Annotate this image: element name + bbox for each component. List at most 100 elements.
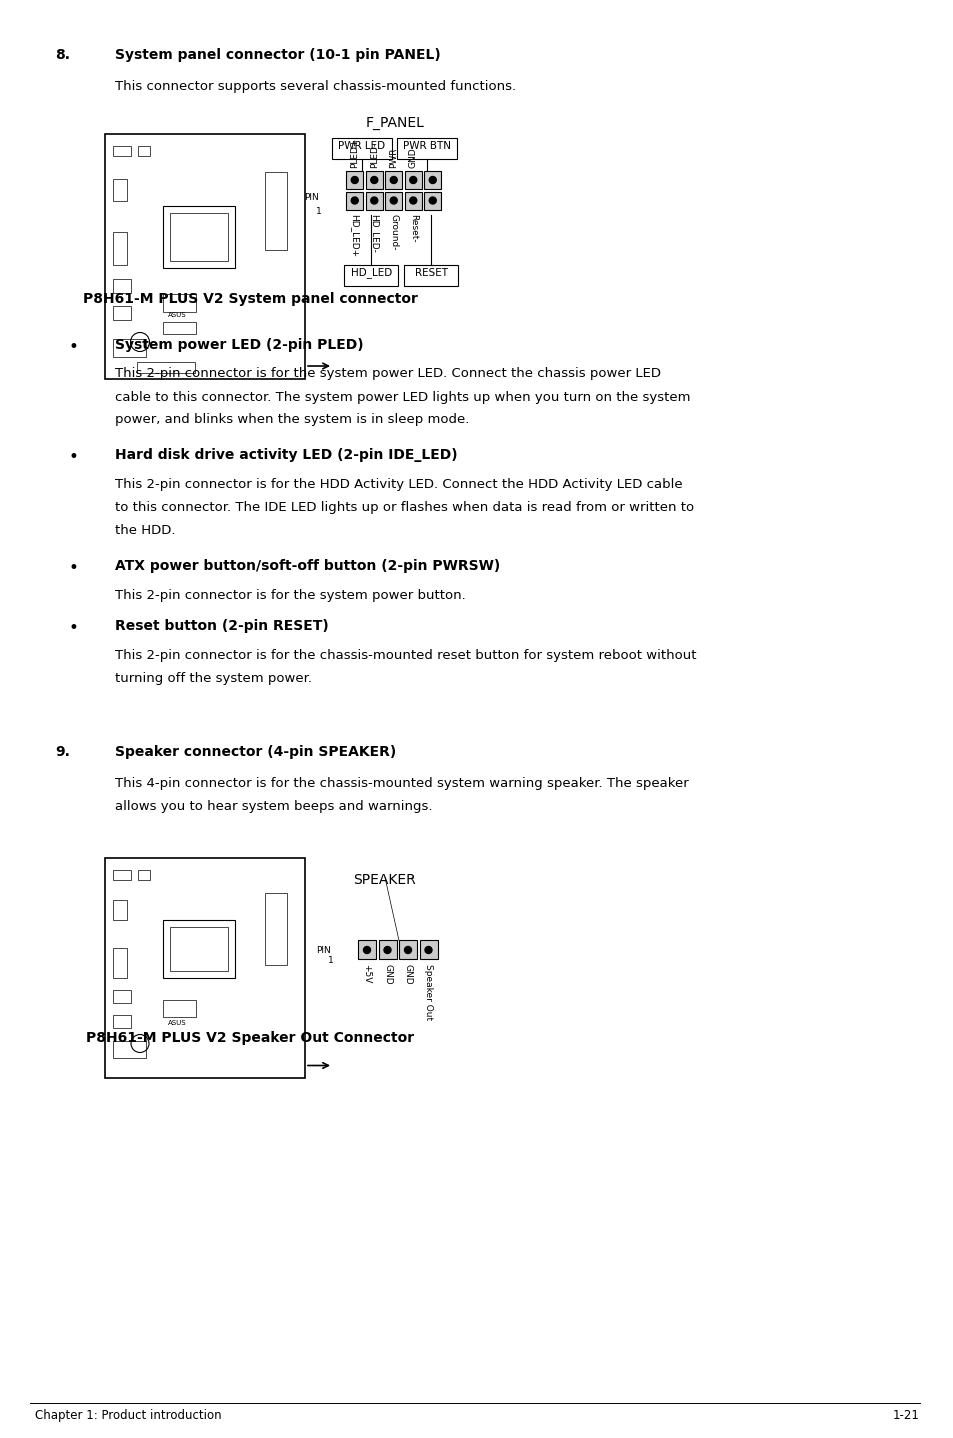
Text: HD_LED+: HD_LED+ bbox=[350, 214, 359, 257]
Text: PIN: PIN bbox=[315, 946, 331, 955]
Bar bbox=[112, 147, 131, 155]
Circle shape bbox=[371, 197, 377, 204]
Text: ASUS: ASUS bbox=[168, 312, 186, 318]
Bar bbox=[112, 1041, 146, 1058]
Text: to this connector. The IDE LED lights up or flashes when data is read from or wr: to this connector. The IDE LED lights up… bbox=[115, 502, 694, 515]
Bar bbox=[112, 306, 131, 321]
Bar bbox=[385, 191, 402, 210]
Text: Reset-: Reset- bbox=[408, 214, 417, 243]
Bar bbox=[404, 171, 421, 188]
Circle shape bbox=[429, 177, 436, 184]
Bar bbox=[105, 134, 305, 380]
Bar bbox=[170, 213, 228, 262]
Text: GND: GND bbox=[403, 965, 412, 985]
Bar bbox=[344, 265, 397, 286]
Bar bbox=[105, 858, 305, 1078]
Bar bbox=[163, 322, 195, 334]
Bar bbox=[346, 191, 363, 210]
Text: allows you to hear system beeps and warnings.: allows you to hear system beeps and warn… bbox=[115, 801, 432, 814]
Bar bbox=[357, 940, 375, 959]
Bar bbox=[346, 171, 363, 188]
Text: •: • bbox=[68, 449, 78, 466]
Bar bbox=[112, 900, 127, 920]
Text: 8.: 8. bbox=[55, 47, 70, 62]
Bar bbox=[378, 940, 396, 959]
Circle shape bbox=[371, 177, 377, 184]
Bar bbox=[365, 171, 382, 188]
Text: Reset button (2-pin RESET): Reset button (2-pin RESET) bbox=[115, 620, 329, 634]
Circle shape bbox=[390, 197, 396, 204]
Text: cable to this connector. The system power LED lights up when you turn on the sys: cable to this connector. The system powe… bbox=[115, 391, 690, 404]
Text: P8H61-M PLUS V2 System panel connector: P8H61-M PLUS V2 System panel connector bbox=[83, 292, 417, 306]
Text: +5V: +5V bbox=[362, 965, 371, 984]
Text: RESET: RESET bbox=[415, 267, 447, 278]
Bar bbox=[112, 1015, 131, 1028]
Text: power, and blinks when the system is in sleep mode.: power, and blinks when the system is in … bbox=[115, 414, 469, 427]
Text: HD_LED: HD_LED bbox=[351, 267, 392, 279]
Bar bbox=[163, 920, 234, 978]
Bar bbox=[365, 191, 382, 210]
Text: •: • bbox=[68, 620, 78, 637]
Text: System power LED (2-pin PLED): System power LED (2-pin PLED) bbox=[115, 338, 363, 351]
Text: HD_LED-: HD_LED- bbox=[370, 214, 378, 253]
Text: Speaker connector (4-pin SPEAKER): Speaker connector (4-pin SPEAKER) bbox=[115, 745, 395, 759]
Text: GND: GND bbox=[408, 147, 417, 168]
Bar bbox=[332, 138, 392, 160]
Circle shape bbox=[410, 177, 416, 184]
Bar bbox=[137, 362, 194, 372]
Text: PWR BTN: PWR BTN bbox=[402, 141, 451, 151]
Bar bbox=[112, 232, 127, 265]
Bar bbox=[138, 147, 150, 155]
Text: 9.: 9. bbox=[55, 745, 70, 759]
Text: PWR: PWR bbox=[389, 148, 397, 168]
Bar bbox=[404, 265, 457, 286]
Bar bbox=[163, 293, 195, 312]
Text: ASUS: ASUS bbox=[168, 1021, 186, 1027]
Text: This 2-pin connector is for the system power LED. Connect the chassis power LED: This 2-pin connector is for the system p… bbox=[115, 368, 660, 381]
Text: This connector supports several chassis-mounted functions.: This connector supports several chassis-… bbox=[115, 81, 516, 93]
Text: •: • bbox=[68, 338, 78, 355]
Bar bbox=[265, 893, 287, 965]
Bar bbox=[112, 339, 146, 357]
Circle shape bbox=[424, 946, 432, 953]
Text: This 2-pin connector is for the system power button.: This 2-pin connector is for the system p… bbox=[115, 590, 465, 603]
Text: 1: 1 bbox=[315, 207, 322, 216]
Text: turning off the system power.: turning off the system power. bbox=[115, 673, 312, 686]
Text: 1-21: 1-21 bbox=[892, 1409, 919, 1422]
Text: PIN: PIN bbox=[304, 193, 318, 201]
Text: 1: 1 bbox=[328, 956, 334, 965]
Bar bbox=[112, 178, 127, 201]
Bar bbox=[419, 940, 437, 959]
Text: PLED-: PLED- bbox=[370, 142, 378, 168]
Circle shape bbox=[363, 946, 370, 953]
Text: F_PANEL: F_PANEL bbox=[365, 116, 424, 129]
Bar bbox=[398, 940, 416, 959]
Text: PLED+: PLED+ bbox=[350, 138, 359, 168]
Text: P8H61-M PLUS V2 Speaker Out Connector: P8H61-M PLUS V2 Speaker Out Connector bbox=[86, 1031, 414, 1045]
Text: Speaker Out: Speaker Out bbox=[423, 965, 433, 1021]
Circle shape bbox=[351, 177, 358, 184]
Bar bbox=[163, 206, 234, 267]
Text: This 2-pin connector is for the chassis-mounted reset button for system reboot w: This 2-pin connector is for the chassis-… bbox=[115, 650, 696, 663]
Text: This 2-pin connector is for the HDD Activity LED. Connect the HDD Activity LED c: This 2-pin connector is for the HDD Acti… bbox=[115, 479, 682, 492]
Text: GND: GND bbox=[382, 965, 392, 985]
Text: System panel connector (10-1 pin PANEL): System panel connector (10-1 pin PANEL) bbox=[115, 47, 440, 62]
Text: •: • bbox=[68, 559, 78, 578]
Text: Ground-: Ground- bbox=[389, 214, 397, 252]
Bar bbox=[163, 1001, 195, 1018]
Text: Hard disk drive activity LED (2-pin IDE_LED): Hard disk drive activity LED (2-pin IDE_… bbox=[115, 449, 457, 463]
Text: Chapter 1: Product introduction: Chapter 1: Product introduction bbox=[35, 1409, 221, 1422]
Bar bbox=[385, 171, 402, 188]
Bar bbox=[112, 949, 127, 978]
Bar bbox=[424, 171, 441, 188]
Bar bbox=[404, 191, 421, 210]
Bar bbox=[112, 279, 131, 293]
Text: PWR LED: PWR LED bbox=[338, 141, 385, 151]
Circle shape bbox=[390, 177, 396, 184]
Text: SPEAKER: SPEAKER bbox=[354, 873, 416, 887]
Bar bbox=[112, 991, 131, 1004]
Circle shape bbox=[410, 197, 416, 204]
Bar bbox=[112, 870, 131, 880]
Circle shape bbox=[351, 197, 358, 204]
Text: This 4-pin connector is for the chassis-mounted system warning speaker. The spea: This 4-pin connector is for the chassis-… bbox=[115, 778, 688, 791]
